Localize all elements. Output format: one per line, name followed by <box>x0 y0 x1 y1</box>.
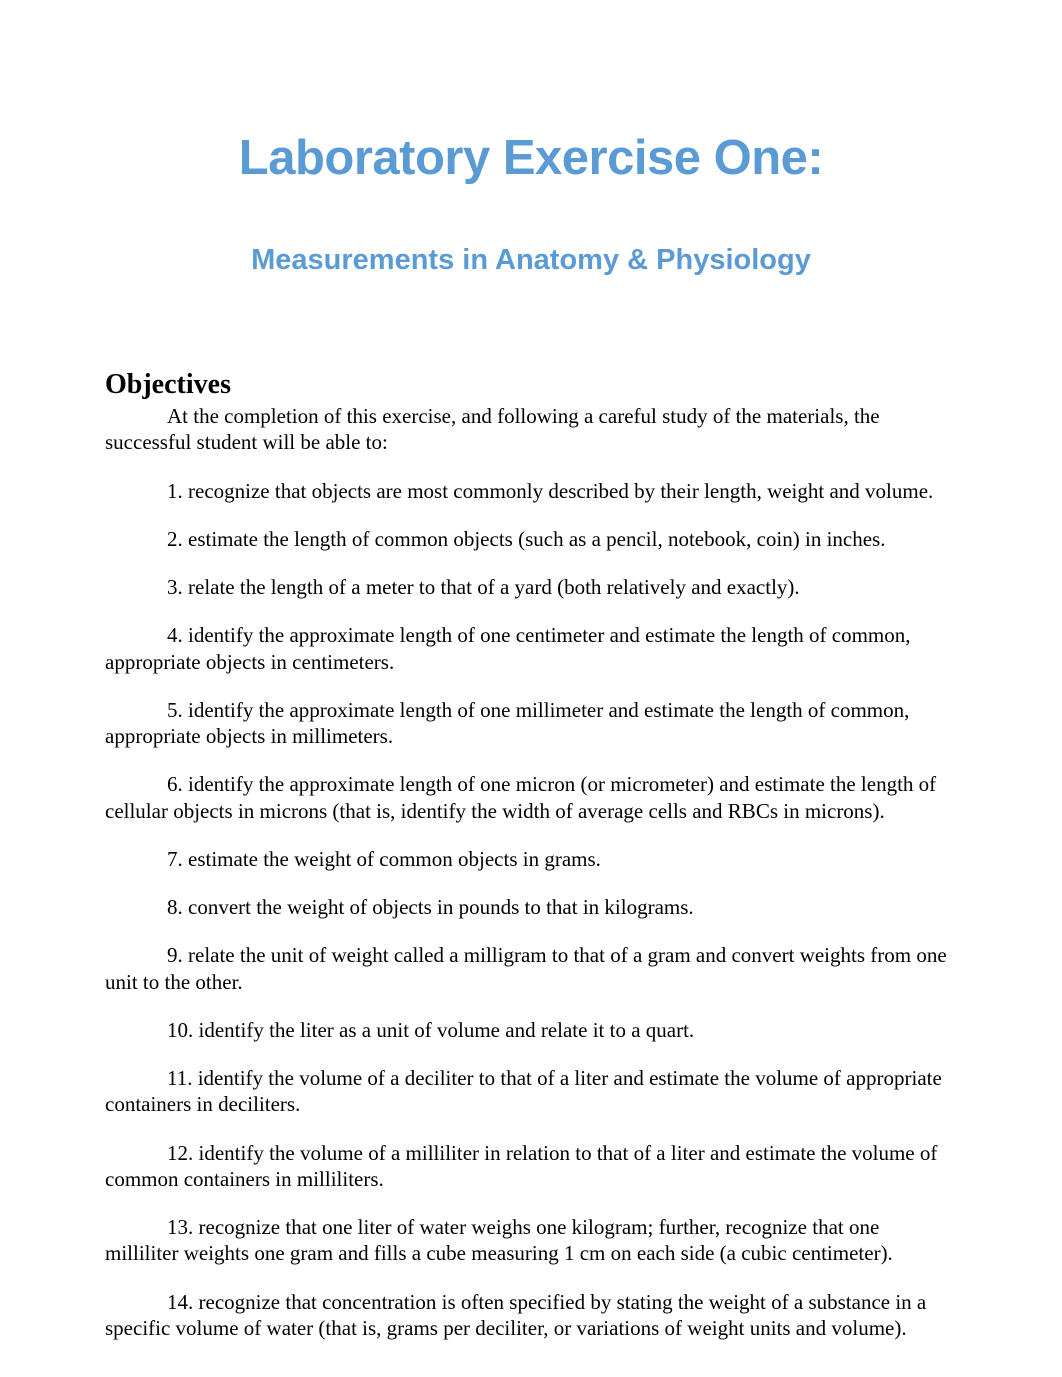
section-heading: Objectives <box>105 369 957 401</box>
objective-item: 4. identify the approximate length of on… <box>105 622 957 675</box>
objective-item: 14. recognize that concentration is ofte… <box>105 1289 957 1342</box>
objective-item: 12. identify the volume of a milliliter … <box>105 1140 957 1193</box>
objective-item: 11. identify the volume of a deciliter t… <box>105 1065 957 1118</box>
objective-item: 7. estimate the weight of common objects… <box>105 846 957 872</box>
objective-item: 13. recognize that one liter of water we… <box>105 1214 957 1267</box>
intro-text: At the completion of this exercise, and … <box>105 403 957 456</box>
objective-item: 6. identify the approximate length of on… <box>105 771 957 824</box>
objective-item: 3. relate the length of a meter to that … <box>105 574 957 600</box>
objective-item: 1. recognize that objects are most commo… <box>105 478 957 504</box>
objective-item: 2. estimate the length of common objects… <box>105 526 957 552</box>
objective-item: 5. identify the approximate length of on… <box>105 697 957 750</box>
page-subtitle: Measurements in Anatomy & Physiology <box>105 244 957 277</box>
objective-item: 8. convert the weight of objects in poun… <box>105 894 957 920</box>
objective-item: 9. relate the unit of weight called a mi… <box>105 942 957 995</box>
objective-item: 10. identify the liter as a unit of volu… <box>105 1017 957 1043</box>
page-title: Laboratory Exercise One: <box>105 130 957 186</box>
